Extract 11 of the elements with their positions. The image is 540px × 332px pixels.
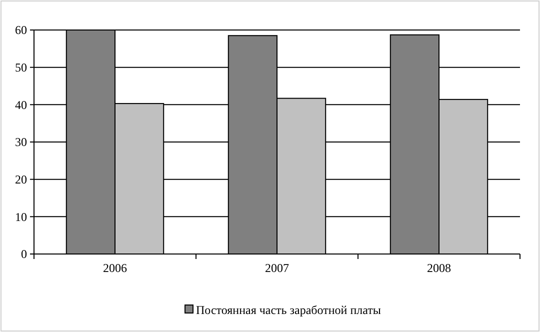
legend-label: Постоянная часть заработной платы bbox=[196, 303, 381, 317]
y-tick-label: 30 bbox=[15, 135, 27, 150]
y-tick-label: 0 bbox=[21, 247, 27, 262]
y-tick-label: 10 bbox=[15, 210, 27, 224]
y-tick-label: 20 bbox=[15, 172, 27, 187]
x-tick-label: 2007 bbox=[265, 261, 289, 275]
y-tick-label: 60 bbox=[15, 23, 27, 38]
y-tick-label: 40 bbox=[15, 98, 27, 112]
x-tick-label: 2006 bbox=[103, 261, 127, 275]
x-tick-label: 2008 bbox=[427, 261, 451, 275]
y-tick-label: 50 bbox=[15, 60, 27, 75]
